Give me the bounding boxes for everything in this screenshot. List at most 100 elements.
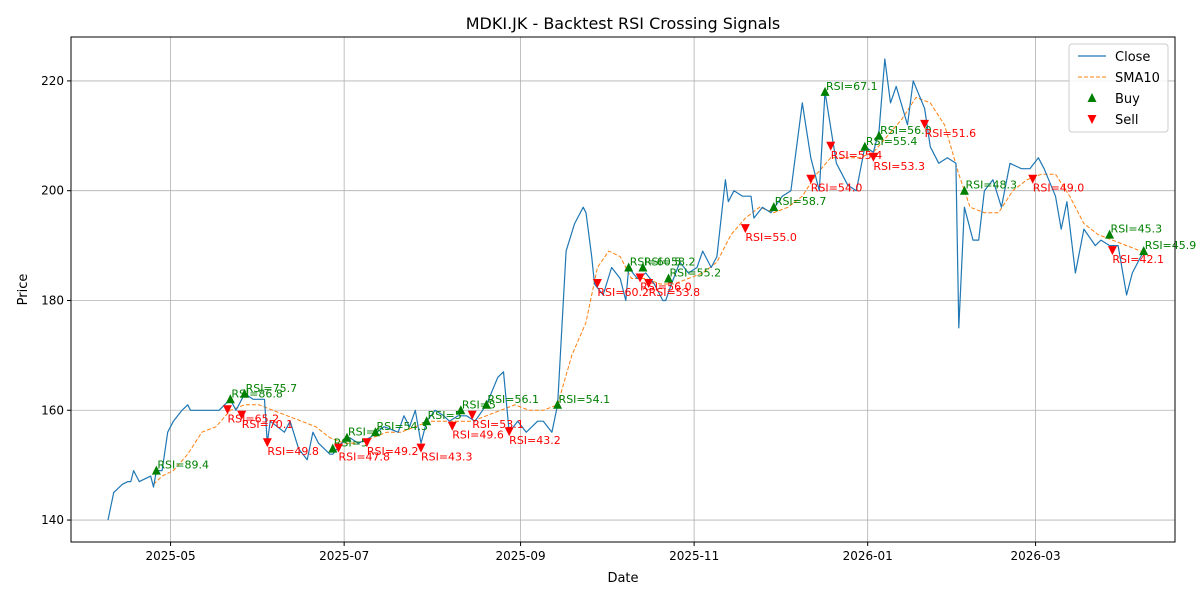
buy-rsi-label: RSI=5 xyxy=(334,437,368,450)
sell-rsi-label: RSI=49.2 xyxy=(367,445,419,458)
legend-close-label: Close xyxy=(1115,50,1150,65)
buy-rsi-label: RSI=56.1 xyxy=(487,393,539,406)
buy-rsi-label: RSI=45.3 xyxy=(1111,223,1163,236)
sell-rsi-label: RSI=70.1 xyxy=(242,418,294,431)
close-series xyxy=(107,58,1145,521)
legend-buy-marker xyxy=(1087,93,1097,102)
buy-marker xyxy=(820,86,830,96)
sell-marker xyxy=(237,410,247,420)
buy-rsi-label: RSI=58.7 xyxy=(775,195,827,208)
buy-rsi-label: RSI=48.3 xyxy=(965,179,1017,192)
buy-rsi-label: RSI=67.1 xyxy=(826,80,878,93)
sell-marker xyxy=(592,279,602,289)
sell-marker xyxy=(333,443,343,453)
sell-rsi-label: RSI=51.6 xyxy=(925,127,977,140)
buy-rsi-label: RSI=58.2 xyxy=(644,256,696,269)
buy-marker xyxy=(1139,246,1149,256)
sell-marker xyxy=(635,273,645,283)
sell-rsi-label: RSI=43.2 xyxy=(509,434,561,447)
sell-marker xyxy=(644,279,654,289)
x-tick-label: 2026-01 xyxy=(843,549,893,563)
sell-rsi-label: RSI=49.0 xyxy=(1033,182,1085,195)
close-line xyxy=(107,58,1145,521)
sell-marker xyxy=(262,438,272,448)
buy-marker xyxy=(328,443,338,453)
buy-marker xyxy=(342,432,352,442)
sell-marker xyxy=(416,443,426,453)
y-tick-label: 140 xyxy=(41,513,64,527)
x-tick-label: 2026-03 xyxy=(1011,549,1061,563)
buy-rsi-label: RSI=45.9 xyxy=(1145,239,1197,252)
buy-marker xyxy=(959,185,969,195)
sell-marker xyxy=(740,224,750,234)
buy-marker xyxy=(638,262,648,272)
grid xyxy=(71,37,1175,542)
sell-marker xyxy=(826,141,836,151)
y-tick-label: 160 xyxy=(41,403,64,417)
buy-rsi-label: RSI=55.2 xyxy=(670,267,722,280)
sell-rsi-label: RSI=49.8 xyxy=(267,445,319,458)
sell-rsi-label: RSI=60.2 xyxy=(597,286,649,299)
y-tick-label: 220 xyxy=(41,74,64,88)
buy-rsi-label: RSI=56.0 xyxy=(880,124,932,137)
sell-rsi-label: RSI=54.0 xyxy=(811,182,863,195)
x-axis: 2025-05 2025-07 2025-09 2025-11 2026-01 2026-… xyxy=(146,542,1061,563)
sell-rsi-label: RSI=56.0 xyxy=(640,281,692,294)
sell-marker xyxy=(467,410,477,420)
sell-rsi-label: RSI=53.1 xyxy=(472,418,524,431)
sell-marker xyxy=(222,405,232,415)
sell-marker xyxy=(868,152,878,162)
buy-marker xyxy=(664,273,674,283)
buy-marker xyxy=(874,130,884,140)
legend: Close SMA10 Buy Sell xyxy=(1068,43,1169,133)
x-tick-label: 2025-11 xyxy=(669,549,719,563)
buy-markers: RSI=89.4RSI=86.8RSI=75.7RSI=5RSI=6RSI=54… xyxy=(151,80,1197,475)
buy-marker xyxy=(151,465,161,475)
sell-rsi-label: RSI=55.0 xyxy=(745,231,797,244)
y-tick-label: 180 xyxy=(41,293,64,307)
x-axis-label: Date xyxy=(607,571,638,586)
legend-box xyxy=(1068,43,1169,133)
buy-rsi-label: RSI=54.1 xyxy=(559,393,611,406)
buy-marker xyxy=(1105,229,1115,239)
sell-marker xyxy=(806,174,816,184)
buy-marker xyxy=(860,141,870,151)
x-tick-label: 2025-09 xyxy=(495,549,545,563)
buy-rsi-label: RSI=89.4 xyxy=(157,459,209,472)
sell-rsi-label: RSI=43.3 xyxy=(421,451,473,464)
sell-rsi-label: RSI=42.1 xyxy=(1112,253,1164,266)
legend-sell-marker xyxy=(1087,115,1097,124)
chart-title: MDKI.JK - Backtest RSI Crossing Signals xyxy=(466,14,780,33)
x-tick-label: 2025-07 xyxy=(319,549,369,563)
buy-marker xyxy=(624,262,634,272)
buy-rsi-label: RSI=75.7 xyxy=(246,382,298,395)
sell-rsi-label: RSI=53.8 xyxy=(649,286,701,299)
buy-marker xyxy=(225,394,235,404)
y-axis-label: Price xyxy=(16,274,31,306)
buy-marker xyxy=(370,427,380,437)
legend-sma-label: SMA10 xyxy=(1115,71,1160,86)
sell-marker xyxy=(1028,174,1038,184)
sell-marker xyxy=(447,421,457,431)
sell-rsi-label: RSI=55.4 xyxy=(831,149,883,162)
sell-rsi-label: RSI=47.8 xyxy=(338,451,390,464)
buy-marker xyxy=(553,399,563,409)
y-axis: 140 160 180 200 220 xyxy=(41,74,71,527)
sell-rsi-label: RSI=53.3 xyxy=(873,160,925,173)
x-tick-label: 2025-05 xyxy=(146,549,196,563)
y-tick-label: 200 xyxy=(41,184,64,198)
legend-buy-label: Buy xyxy=(1115,92,1140,107)
buy-rsi-label: RSI=5 xyxy=(428,409,462,422)
buy-marker xyxy=(481,399,491,409)
sell-marker xyxy=(1107,246,1117,256)
buy-marker xyxy=(240,388,250,398)
sell-marker xyxy=(920,119,930,129)
sell-marker xyxy=(362,438,372,448)
buy-marker xyxy=(422,416,432,426)
buy-marker xyxy=(769,202,779,212)
plot-frame xyxy=(70,36,1176,543)
sell-rsi-label: RSI=49.6 xyxy=(452,429,504,442)
